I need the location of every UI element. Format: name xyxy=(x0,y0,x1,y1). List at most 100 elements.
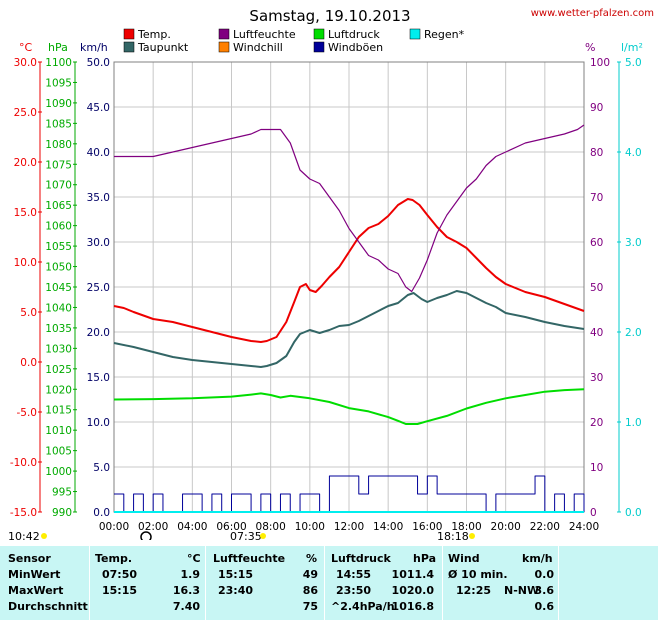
rain-tick-label: 4.0 xyxy=(625,147,642,159)
series-luftfeuchte-line xyxy=(114,124,585,293)
weather-chart: Samstag, 19.10.2013 www.wetter-pfalzen.c… xyxy=(8,7,654,543)
pressure-tick-label: 1010 xyxy=(45,425,72,437)
humidity-tick-label: 100 xyxy=(590,57,610,69)
site-link[interactable]: www.wetter-pfalzen.com xyxy=(531,8,654,19)
cell-wind-dir: N-NW xyxy=(504,584,540,597)
cell-temp: 1.9 xyxy=(180,568,201,581)
time-tick-label: 02:00 xyxy=(138,521,168,533)
temp-tick-label: -10.0 xyxy=(10,457,37,469)
series-taupunkt-line xyxy=(113,290,585,368)
humidity-tick-label: 30 xyxy=(590,372,603,384)
wind-tick-label: 15.0 xyxy=(87,372,110,384)
temp-tick-label: -15.0 xyxy=(10,507,37,519)
sunrise-icon xyxy=(260,533,266,539)
time-tick-label: 22:00 xyxy=(530,521,560,533)
axis-units: °C hPa km/h % l/m² xyxy=(19,41,643,54)
header-humidity: Luftfeuchte xyxy=(213,552,286,565)
cell-press: 1016.8 xyxy=(391,600,434,613)
pressure-tick-label: 1015 xyxy=(45,405,72,417)
legend-swatch xyxy=(123,41,135,53)
legend-swatch xyxy=(409,28,421,40)
header-pressure-unit: hPa xyxy=(413,552,437,565)
wind-tick-label: 30.0 xyxy=(87,237,110,249)
time-tick-label: 16:00 xyxy=(412,521,442,533)
time-tick-label: 00:00 xyxy=(99,521,129,533)
table-row: MaxWert 15:15 16.3 23:40 86 23:50 1020.0… xyxy=(0,583,658,599)
humidity-tick-label: 90 xyxy=(590,102,603,114)
pressure-tick-label: 1060 xyxy=(45,221,72,233)
pressure-tick-label: 1095 xyxy=(45,77,72,89)
cell-press: 1011.4 xyxy=(391,568,434,581)
legend-label: Taupunkt xyxy=(137,41,189,54)
header-wind: Wind xyxy=(448,552,480,565)
cell-hum: 49 xyxy=(302,568,318,581)
cell-temp-time: 15:15 xyxy=(102,584,138,597)
legend-swatch xyxy=(313,28,325,40)
pressure-tick-label: 995 xyxy=(52,487,72,499)
header-temp: Temp. xyxy=(95,552,133,565)
temp-tick-label: 30.0 xyxy=(14,57,37,69)
legend-label: Luftdruck xyxy=(328,28,380,41)
rain-unit: l/m² xyxy=(621,41,643,54)
cell-hum: 86 xyxy=(302,584,318,597)
time-tick-label: 14:00 xyxy=(373,521,403,533)
rain-tick-label: 3.0 xyxy=(625,237,642,249)
cell-hum-time: 23:40 xyxy=(218,584,254,597)
pressure-tick-label: 1090 xyxy=(45,98,72,110)
temp-tick-label: 25.0 xyxy=(14,107,37,119)
pressure-tick-label: 1040 xyxy=(45,302,72,314)
pressure-tick-label: 1100 xyxy=(45,57,72,69)
cell-temp: 7.40 xyxy=(172,600,200,613)
wind-tick-label: 45.0 xyxy=(87,102,110,114)
pressure-tick-label: 1080 xyxy=(45,139,72,151)
pressure-tick-label: 1050 xyxy=(45,262,72,274)
row-label: MaxWert xyxy=(8,584,64,597)
wind-tick-label: 25.0 xyxy=(87,282,110,294)
rain-tick-label: 1.0 xyxy=(625,417,642,429)
series-windben-line xyxy=(114,475,585,513)
temp-tick-label: 5.0 xyxy=(20,307,37,319)
pressure-tick-label: 1035 xyxy=(45,323,72,335)
cell-wind: 0.0 xyxy=(534,568,555,581)
header-temp-unit: °C xyxy=(187,552,201,565)
pressure-tick-label: 1025 xyxy=(45,364,72,376)
cell-press-time: 23:50 xyxy=(336,584,372,597)
wind-tick-label: 5.0 xyxy=(93,462,110,474)
wind-tick-label: 40.0 xyxy=(87,147,110,159)
sunset-time: 18:18 xyxy=(437,530,469,540)
humidity-tick-label: 10 xyxy=(590,462,603,474)
humidity-tick-label: 60 xyxy=(590,237,603,249)
chart-legend: Temp. Luftfeuchte Luftdruck Regen* Taupunkt W… xyxy=(123,28,465,54)
pressure-tick-label: 1020 xyxy=(45,384,72,396)
legend-swatch xyxy=(218,41,230,53)
time-tick-label: 10:00 xyxy=(295,521,325,533)
pressure-tick-label: 1075 xyxy=(45,159,72,171)
cell-press-time: 14:55 xyxy=(336,568,372,581)
pressure-tick-label: 1085 xyxy=(45,118,72,130)
legend-label: Windchill xyxy=(233,41,283,54)
wind-tick-label: 0.0 xyxy=(93,507,110,519)
pressure-tick-label: 1055 xyxy=(45,241,72,253)
table-header: Sensor Temp. °C Luftfeuchte % Luftdruck … xyxy=(0,551,658,567)
chart-svg: Samstag, 19.10.2013 www.wetter-pfalzen.c… xyxy=(8,7,654,543)
cell-temp: 16.3 xyxy=(172,584,200,597)
legend-swatch xyxy=(123,28,135,40)
cell-press: 1020.0 xyxy=(391,584,434,597)
cell-wind-label: Ø 10 min. xyxy=(448,568,508,581)
time-tick-label: 06:00 xyxy=(216,521,246,533)
cell-press-time: ^2.4hPa/h xyxy=(331,600,395,613)
humidity-tick-label: 40 xyxy=(590,327,603,339)
humidity-unit: % xyxy=(585,41,595,54)
stats-table: Sensor Temp. °C Luftfeuchte % Luftdruck … xyxy=(0,546,658,620)
header-humidity-unit: % xyxy=(306,552,318,565)
table-row: MinWert 07:50 1.9 15:15 49 14:55 1011.4 … xyxy=(0,567,658,583)
series-luftdruck-line xyxy=(113,388,585,425)
cell-wind-label: 12:25 xyxy=(456,584,492,597)
legend-swatch xyxy=(313,41,325,53)
temp-tick-label: 10.0 xyxy=(14,257,37,269)
wind-tick-label: 20.0 xyxy=(87,327,110,339)
wind-unit: km/h xyxy=(80,41,108,54)
temp-tick-label: 15.0 xyxy=(14,207,37,219)
header-sensor: Sensor xyxy=(8,552,51,565)
temp-tick-label: 0.0 xyxy=(20,357,37,369)
